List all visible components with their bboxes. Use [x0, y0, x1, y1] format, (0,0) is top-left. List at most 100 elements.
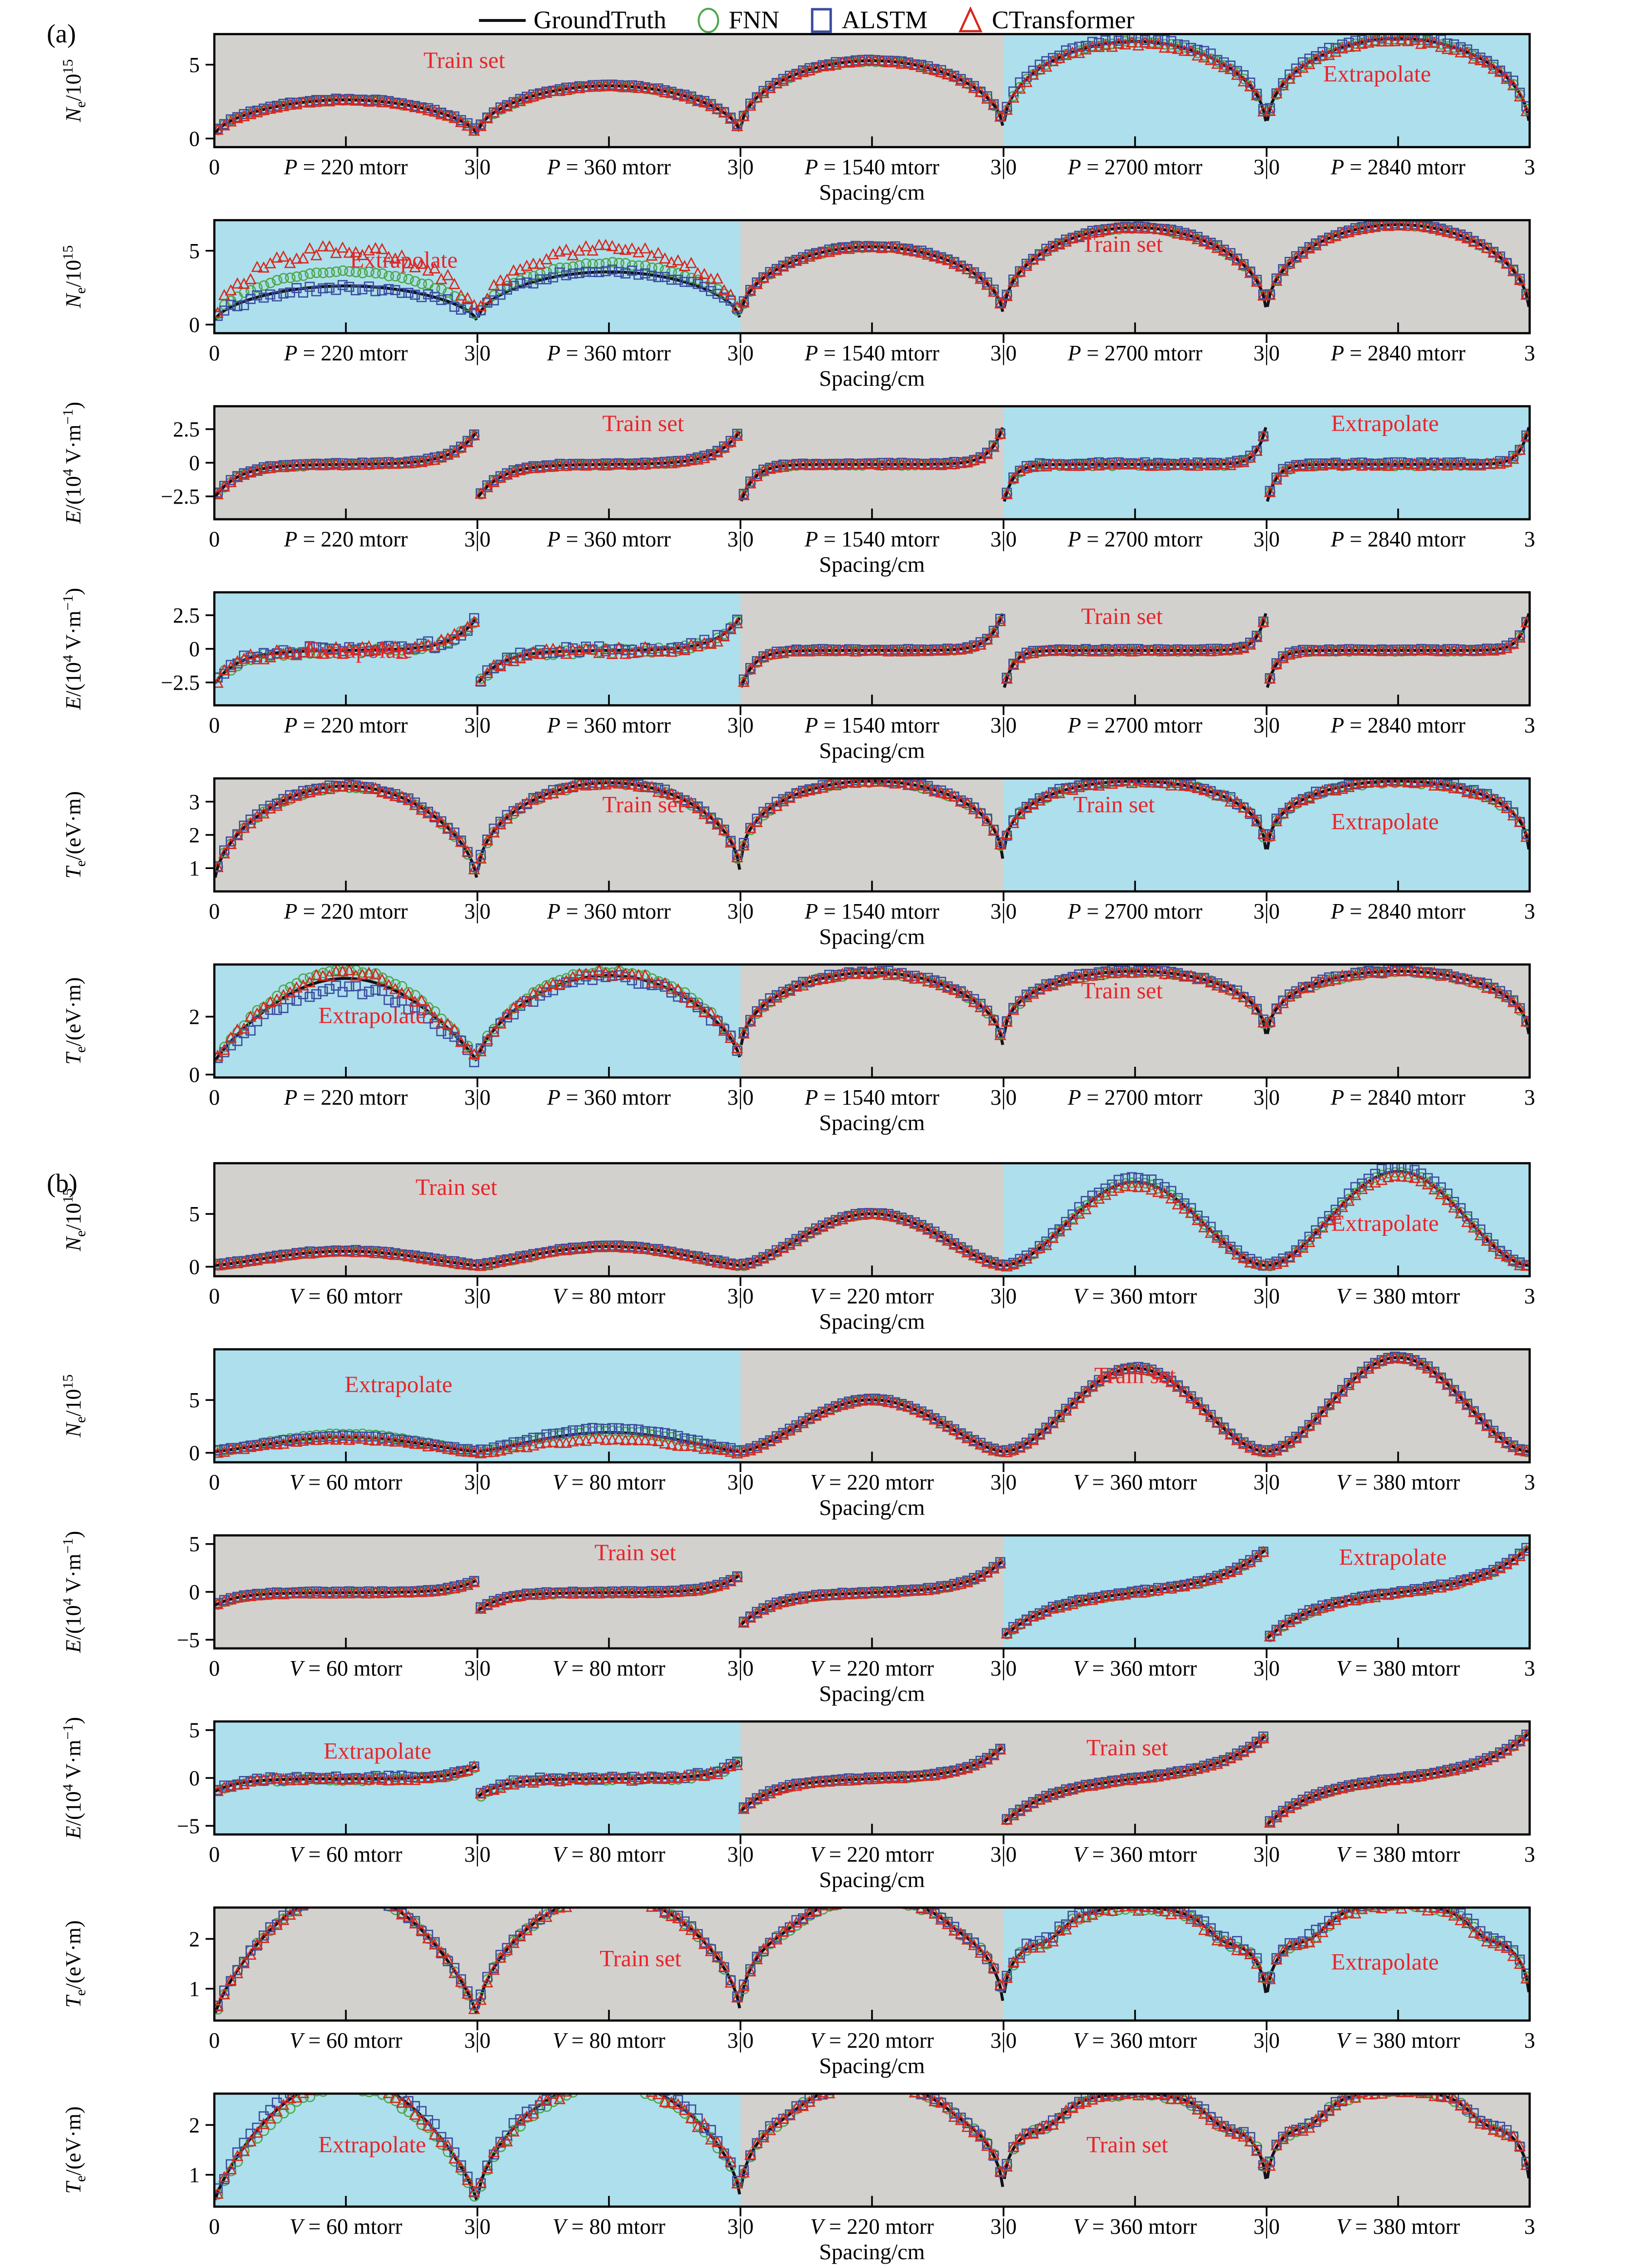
- annotation-extrapolate: Extrapolate: [344, 1372, 452, 1398]
- ctransformer-markers: [214, 220, 1530, 318]
- plot-area: [214, 1163, 1530, 1272]
- x-boundary-label: 3: [1524, 1842, 1535, 1867]
- x-boundary-label: 3|0: [464, 341, 491, 365]
- x-axis-label: Spacing/cm: [819, 2239, 925, 2264]
- x-boundary-label: 3|0: [727, 2214, 754, 2239]
- annotation-train-set: Train set: [594, 1540, 676, 1566]
- segment-label: V = 60 mtorr: [289, 1470, 402, 1494]
- y-tick-label: 2.5: [173, 604, 200, 627]
- plot-area: [214, 778, 1530, 878]
- x-boundary-label: 3: [1524, 2028, 1535, 2053]
- chart-row-a1-ne-train: Train set Extrapolate 5 00 3|0 3|0 3|0 3|0 3 P = …: [60, 33, 1535, 205]
- x-boundary-label: 3|0: [990, 899, 1017, 924]
- y-tick-label: −2.5: [161, 671, 200, 695]
- y-tick-label: 0: [189, 127, 200, 151]
- segment-label: P = 2700 mtorr: [1067, 341, 1203, 365]
- x-boundary-label: 3|0: [1253, 713, 1280, 737]
- y-axis-label: E/(104 V·m−1): [60, 588, 85, 710]
- annotation-extrapolate: Extrapolate: [1323, 61, 1431, 87]
- plot-area: [214, 613, 1530, 688]
- x-boundary-label: 3: [1524, 1284, 1535, 1308]
- x-boundary-label: 0: [209, 1085, 220, 1110]
- x-boundary-label: 3|0: [727, 1842, 754, 1867]
- x-boundary-label: 3|0: [1253, 2214, 1280, 2239]
- segment-label: V = 360 mtorr: [1073, 2214, 1197, 2239]
- y-tick-label: 3: [189, 790, 200, 814]
- x-axis-label: Spacing/cm: [819, 366, 925, 391]
- y-tick-label: 0: [189, 1063, 200, 1087]
- x-boundary-label: 0: [209, 2214, 220, 2239]
- x-boundary-label: 0: [209, 1470, 220, 1494]
- x-axis-label: Spacing/cm: [819, 1110, 925, 1135]
- extrapolate-region: [1004, 34, 1530, 147]
- chart-row-b5-te-train: Train set Extrapolate 2 1 0 3|0 3|0 3|0 3|0 3 V = …: [61, 1906, 1535, 2078]
- x-boundary-label: 0: [209, 527, 220, 551]
- y-tick-label: 2: [189, 2113, 200, 2137]
- alstm-square-icon: [811, 8, 832, 33]
- y-tick-label: 5: [189, 239, 200, 263]
- x-boundary-label: 3|0: [464, 1656, 491, 1681]
- segment-label: P = 220 mtorr: [284, 527, 408, 551]
- x-boundary-label: 3|0: [464, 1085, 491, 1110]
- segment-label: V = 380 mtorr: [1336, 2028, 1460, 2053]
- plot-area: [214, 427, 1530, 502]
- segment-label: P = 220 mtorr: [284, 155, 408, 179]
- chart-row-a2-ne-extrapolate: Extrapolate Train set 5 00 3|0 3|0 3|0 3|0 3 P = …: [60, 219, 1535, 391]
- x-boundary-label: 0: [209, 713, 220, 737]
- x-boundary-label: 0: [209, 2028, 220, 2053]
- plot-area: [214, 1351, 1530, 1458]
- y-tick-label: 1: [189, 1977, 200, 2001]
- x-boundary-label: 3|0: [990, 1284, 1017, 1308]
- ctransformer-markers: [214, 778, 1530, 874]
- y-tick-label: 0: [189, 637, 200, 661]
- groundtruth-line-icon: [479, 19, 526, 22]
- y-axis-label: Te/(eV·m): [61, 1920, 89, 2008]
- segment-label: V = 80 mtorr: [552, 1656, 665, 1681]
- x-axis-label: Spacing/cm: [819, 1867, 925, 1892]
- segment-label: V = 220 mtorr: [810, 1284, 934, 1308]
- y-tick-label: 5: [189, 1202, 200, 1226]
- x-boundary-label: 3|0: [464, 1284, 491, 1308]
- annotation-train-set: Train set: [1081, 604, 1163, 629]
- x-boundary-label: 3|0: [990, 1085, 1017, 1110]
- x-boundary-label: 3: [1524, 1085, 1535, 1110]
- segment-label: P = 2700 mtorr: [1067, 1085, 1203, 1110]
- x-boundary-label: 3|0: [464, 1470, 491, 1494]
- legend-label-ctransformer: CTransformer: [992, 6, 1135, 34]
- chart-row-a4-e-extrapolate: Extrapolate Train set 2.5 0 −2.5 0 3|0 3|0 3|0 3|…: [60, 588, 1535, 763]
- chart-row-b3-e-train: Train set Extrapolate 5 0 −5 0 3|0 3|0 3|0 3|0 3 V …: [60, 1531, 1535, 1706]
- chart-row-b1-ne-train: Train set Extrapolate 5 00 3|0 3|0 3|0 3|0 3 V = …: [60, 1162, 1535, 1334]
- plot-area: [214, 1543, 1530, 1643]
- segment-label: V = 360 mtorr: [1073, 2028, 1197, 2053]
- plot-area: [214, 34, 1530, 136]
- chart-row-a6-te-extrapolate: Extrapolate Train set 2 00 3|0 3|0 3|0 3|0 3 P = …: [61, 963, 1535, 1135]
- x-boundary-label: 3|0: [464, 2214, 491, 2239]
- annotation-train-set: Train set: [1086, 2132, 1168, 2158]
- x-boundary-label: 3: [1524, 2214, 1535, 2239]
- ctransformer-markers: [214, 964, 1530, 1061]
- panel-label-b: (b): [47, 1169, 77, 1198]
- legend-item-ctransformer: CTransformer: [957, 6, 1135, 35]
- segment-label: V = 360 mtorr: [1073, 1284, 1197, 1308]
- x-boundary-label: 3|0: [990, 1656, 1017, 1681]
- x-boundary-label: 3|0: [727, 341, 754, 365]
- plot-area: [214, 220, 1530, 321]
- x-boundary-label: 3|0: [1253, 899, 1280, 924]
- y-axis-label: Ne/1015: [60, 246, 89, 309]
- annotation-train-set: Train set: [1081, 978, 1163, 1004]
- x-boundary-label: 3: [1524, 527, 1535, 551]
- segment-label: P = 2700 mtorr: [1067, 899, 1203, 924]
- annotation-extrapolate: Extrapolate: [1339, 1544, 1447, 1570]
- x-boundary-label: 0: [209, 1284, 220, 1308]
- y-tick-label: 5: [189, 53, 200, 77]
- y-axis-label: Te/(eV·m): [61, 791, 89, 879]
- y-axis-label: E/(104 V·m−1): [60, 1717, 85, 1839]
- chart-row-a3-e-train: Train set Extrapolate 2.5 0 −2.5 0 3|0 3|0 3|0 3|…: [60, 402, 1535, 577]
- segment-label: V = 80 mtorr: [552, 2214, 665, 2239]
- annotation-extrapolate: Extrapolate: [350, 247, 457, 273]
- segment-label: P = 2700 mtorr: [1067, 527, 1203, 551]
- y-tick-label: 2.5: [173, 417, 200, 441]
- x-boundary-label: 0: [209, 1842, 220, 1867]
- segment-label: V = 60 mtorr: [289, 1284, 402, 1308]
- y-tick-label: 2: [189, 1927, 200, 1951]
